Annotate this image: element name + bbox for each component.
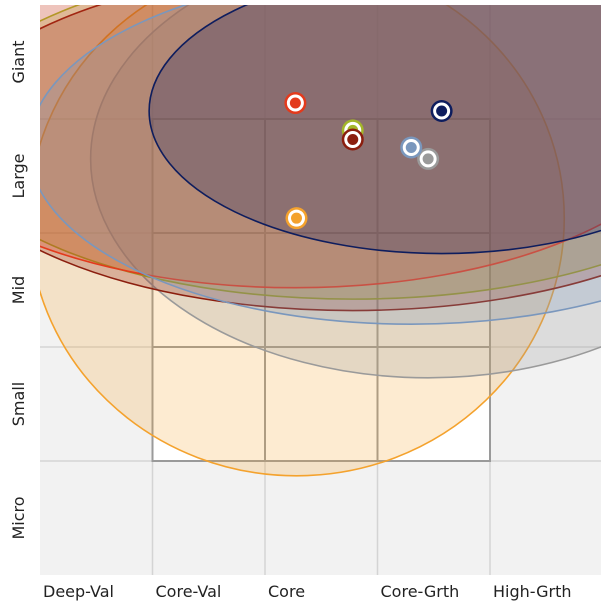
centroid-marker-6 bbox=[400, 136, 423, 159]
style-box-grid bbox=[152, 119, 490, 461]
x-tick-label: Core-Val bbox=[156, 582, 222, 601]
y-tick-label: Large bbox=[9, 153, 28, 198]
centroid-marker-1 bbox=[285, 207, 308, 230]
y-tick-label: Mid bbox=[9, 276, 28, 304]
centroid-marker-4 bbox=[341, 128, 364, 151]
y-tick-label: Micro bbox=[9, 496, 28, 539]
ownership-zones bbox=[40, 5, 601, 477]
ownership-zone-5 bbox=[40, 5, 601, 289]
x-tick-label: Core-Grth bbox=[381, 582, 460, 601]
centroid-marker-5 bbox=[284, 92, 307, 115]
centroid-marker-2 bbox=[417, 147, 440, 170]
y-tick-label: Small bbox=[9, 382, 28, 426]
ownership-zone-4 bbox=[40, 5, 601, 312]
y-axis-labels: Micro Small Mid Large Giant bbox=[9, 40, 28, 539]
centroid-markers bbox=[284, 92, 453, 230]
ownership-zone-3 bbox=[40, 5, 601, 300]
x-axis-labels: Deep-Val Core-Val Core Core-Grth High-Grth bbox=[43, 582, 572, 601]
x-tick-label: Core bbox=[268, 582, 305, 601]
x-tick-label: Deep-Val bbox=[43, 582, 114, 601]
ownership-zone-6 bbox=[40, 5, 601, 325]
ownership-zone-7 bbox=[148, 5, 601, 255]
y-tick-label: Giant bbox=[9, 40, 28, 83]
centroid-marker-7 bbox=[430, 100, 453, 123]
x-tick-label: High-Grth bbox=[493, 582, 572, 601]
ownership-zone-1 bbox=[40, 5, 565, 477]
style-box bbox=[151, 118, 491, 462]
